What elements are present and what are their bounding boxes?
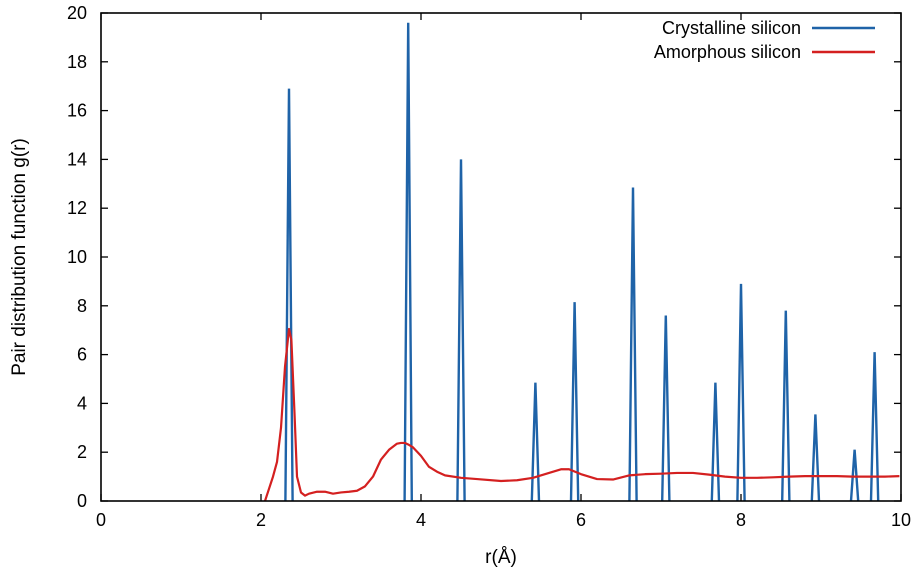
y-tick-label-0: 0 (77, 491, 87, 511)
axes-layer: 0 2 4 6 8 10 0 2 4 6 8 10 12 14 16 18 20 (67, 3, 911, 530)
crystalline-peak-11 (849, 449, 860, 502)
crystalline-peak-3 (530, 382, 541, 502)
crystalline-peak-8 (736, 283, 746, 502)
legend-label-crystalline: Crystalline silicon (662, 18, 801, 38)
amorphous-line (263, 327, 900, 502)
crystalline-peak-7 (710, 382, 721, 502)
x-tick-label-4: 8 (736, 510, 746, 530)
y-tick-label-8: 16 (67, 101, 87, 121)
crystalline-peak-5 (628, 187, 638, 502)
x-tick-label-5: 10 (891, 510, 911, 530)
y-tick-label-10: 20 (67, 3, 87, 23)
y-tick-label-2: 4 (77, 393, 87, 413)
crystalline-peak-0 (284, 88, 294, 502)
legend: Crystalline silicon Amorphous silicon (654, 18, 875, 62)
crystalline-peak-1 (403, 22, 413, 502)
crystalline-peak-6 (661, 315, 671, 502)
legend-label-amorphous: Amorphous silicon (654, 42, 801, 62)
crystalline-peak-10 (810, 414, 821, 502)
y-tick-label-4: 8 (77, 296, 87, 316)
y-tick-label-7: 14 (67, 149, 87, 169)
y-axis-title: Pair distribution function g(r) (9, 138, 30, 376)
y-tick-label-6: 12 (67, 198, 87, 218)
x-axis-title: r(Å) (485, 547, 517, 568)
y-tick-label-1: 2 (77, 442, 87, 462)
x-tick-label-0: 0 (96, 510, 106, 530)
y-tick-label-3: 6 (77, 345, 87, 365)
plot-frame (100, 12, 902, 502)
crystalline-peak-12 (869, 352, 880, 502)
y-tick-label-9: 18 (67, 52, 87, 72)
plot-layer (263, 22, 900, 502)
crystalline-peak-4 (569, 302, 580, 502)
crystalline-peak-9 (781, 310, 791, 502)
y-tick-label-5: 10 (67, 247, 87, 267)
x-tick-label-3: 6 (576, 510, 586, 530)
x-tick-label-2: 4 (416, 510, 426, 530)
x-tick-label-1: 2 (256, 510, 266, 530)
crystalline-peak-2 (456, 159, 466, 502)
